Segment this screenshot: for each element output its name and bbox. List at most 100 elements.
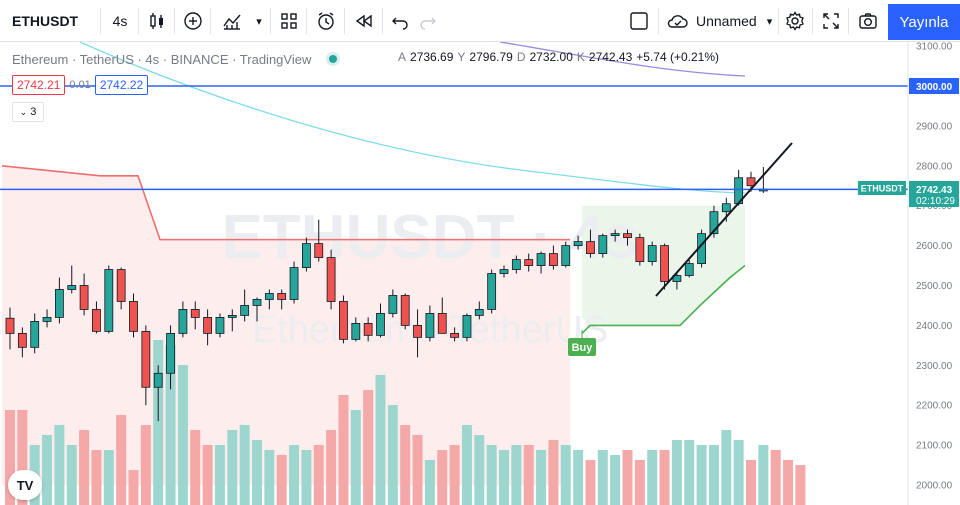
- candle-body: [166, 332, 175, 374]
- volume-bar: [634, 460, 645, 505]
- candle[interactable]: [289, 261, 299, 304]
- alert-clock-icon[interactable]: [310, 6, 342, 36]
- expand-icon[interactable]: [816, 6, 846, 36]
- candle[interactable]: [190, 301, 200, 330]
- candle[interactable]: [227, 309, 237, 332]
- candle[interactable]: [104, 265, 114, 334]
- candle[interactable]: [598, 233, 608, 258]
- candle-body: [684, 263, 694, 276]
- candle[interactable]: [388, 289, 398, 318]
- layout-save-button[interactable]: Unnamed ▾: [662, 6, 778, 36]
- candle[interactable]: [511, 255, 521, 274]
- candle-body: [499, 269, 509, 274]
- price-axis[interactable]: [908, 42, 960, 505]
- settings-gear-icon[interactable]: [780, 6, 810, 36]
- indicators-icon[interactable]: [214, 6, 250, 36]
- candle[interactable]: [610, 229, 620, 242]
- candle[interactable]: [425, 305, 435, 342]
- indicators-collapse-button[interactable]: ⌄ 3: [12, 102, 44, 122]
- fullscreen-checkbox-icon[interactable]: [624, 6, 654, 36]
- candle[interactable]: [684, 259, 694, 278]
- candle[interactable]: [240, 289, 250, 322]
- candle[interactable]: [178, 301, 188, 338]
- candle[interactable]: [141, 325, 151, 406]
- candle[interactable]: [487, 269, 497, 314]
- candle[interactable]: [400, 293, 410, 330]
- candle[interactable]: [42, 309, 52, 328]
- candle[interactable]: [129, 293, 138, 338]
- tradingview-logo[interactable]: TV: [8, 470, 42, 500]
- price-tick-label: 2900.00: [916, 121, 953, 132]
- volume-bar: [758, 445, 769, 505]
- candle[interactable]: [277, 289, 287, 310]
- toolbar-divider: [778, 8, 779, 34]
- candle[interactable]: [499, 265, 509, 278]
- candle[interactable]: [672, 271, 682, 290]
- candle[interactable]: [215, 313, 225, 338]
- candle[interactable]: [660, 243, 669, 290]
- redo-icon[interactable]: [414, 6, 442, 36]
- candle[interactable]: [524, 253, 534, 272]
- candle-body: [660, 245, 669, 282]
- candle[interactable]: [573, 235, 583, 250]
- close-value: 2742.43: [588, 50, 633, 64]
- volume-bar: [684, 440, 695, 505]
- candle[interactable]: [413, 309, 422, 358]
- compare-add-icon[interactable]: [178, 6, 208, 36]
- candle[interactable]: [67, 265, 77, 294]
- candles-style-icon[interactable]: [142, 6, 172, 36]
- volume-bar: [499, 450, 509, 505]
- candle[interactable]: [301, 237, 311, 272]
- symbol-price-tag-label: ETHUSDT: [861, 184, 904, 194]
- replay-icon[interactable]: [348, 6, 380, 36]
- candle[interactable]: [437, 297, 447, 334]
- indicators-chevron-down-icon[interactable]: ▾: [256, 15, 262, 28]
- candle-body: [709, 211, 719, 235]
- candle[interactable]: [116, 267, 126, 310]
- candle[interactable]: [363, 317, 373, 342]
- volume-bar: [313, 445, 324, 505]
- candle[interactable]: [79, 273, 89, 316]
- candle[interactable]: [17, 327, 27, 358]
- candle[interactable]: [314, 219, 324, 262]
- candle[interactable]: [30, 313, 40, 354]
- candle[interactable]: [474, 301, 484, 320]
- sell-button[interactable]: 2742.21: [12, 75, 66, 95]
- candle-body: [586, 241, 595, 254]
- candle[interactable]: [203, 309, 213, 346]
- undo-icon[interactable]: [386, 6, 414, 36]
- candle[interactable]: [549, 245, 558, 270]
- candle[interactable]: [536, 251, 546, 274]
- candle[interactable]: [635, 233, 645, 266]
- candle[interactable]: [339, 295, 348, 344]
- candle[interactable]: [647, 241, 657, 266]
- candle[interactable]: [376, 303, 385, 338]
- candle[interactable]: [462, 313, 472, 342]
- candle[interactable]: [5, 307, 15, 350]
- candle[interactable]: [252, 297, 262, 322]
- camera-snapshot-icon[interactable]: [852, 6, 884, 36]
- interval-button[interactable]: 4s: [112, 13, 128, 29]
- toolbar-divider: [174, 8, 175, 34]
- candle[interactable]: [351, 317, 361, 342]
- buy-button[interactable]: 2742.22: [94, 75, 149, 95]
- volume-bar: [437, 450, 448, 505]
- candle[interactable]: [326, 249, 336, 310]
- candle[interactable]: [586, 229, 595, 258]
- candle[interactable]: [264, 289, 274, 310]
- templates-grid-icon[interactable]: [274, 6, 304, 36]
- trend-line[interactable]: [655, 142, 793, 297]
- candle-body: [30, 321, 40, 348]
- price-chart[interactable]: ETHUSDT · 4s Ethereum · TetherUS Buy 310…: [0, 42, 960, 505]
- candle[interactable]: [153, 365, 163, 422]
- candle[interactable]: [92, 301, 101, 334]
- price-tick-label: 2500.00: [916, 281, 953, 292]
- candle-body: [425, 313, 435, 338]
- candle[interactable]: [623, 229, 632, 246]
- candle[interactable]: [55, 277, 64, 324]
- candle[interactable]: [166, 325, 175, 390]
- candle[interactable]: [561, 241, 571, 268]
- publish-button[interactable]: Yayınla: [888, 4, 960, 40]
- symbol-search-button[interactable]: ETHUSDT: [12, 13, 79, 29]
- candle[interactable]: [450, 327, 460, 342]
